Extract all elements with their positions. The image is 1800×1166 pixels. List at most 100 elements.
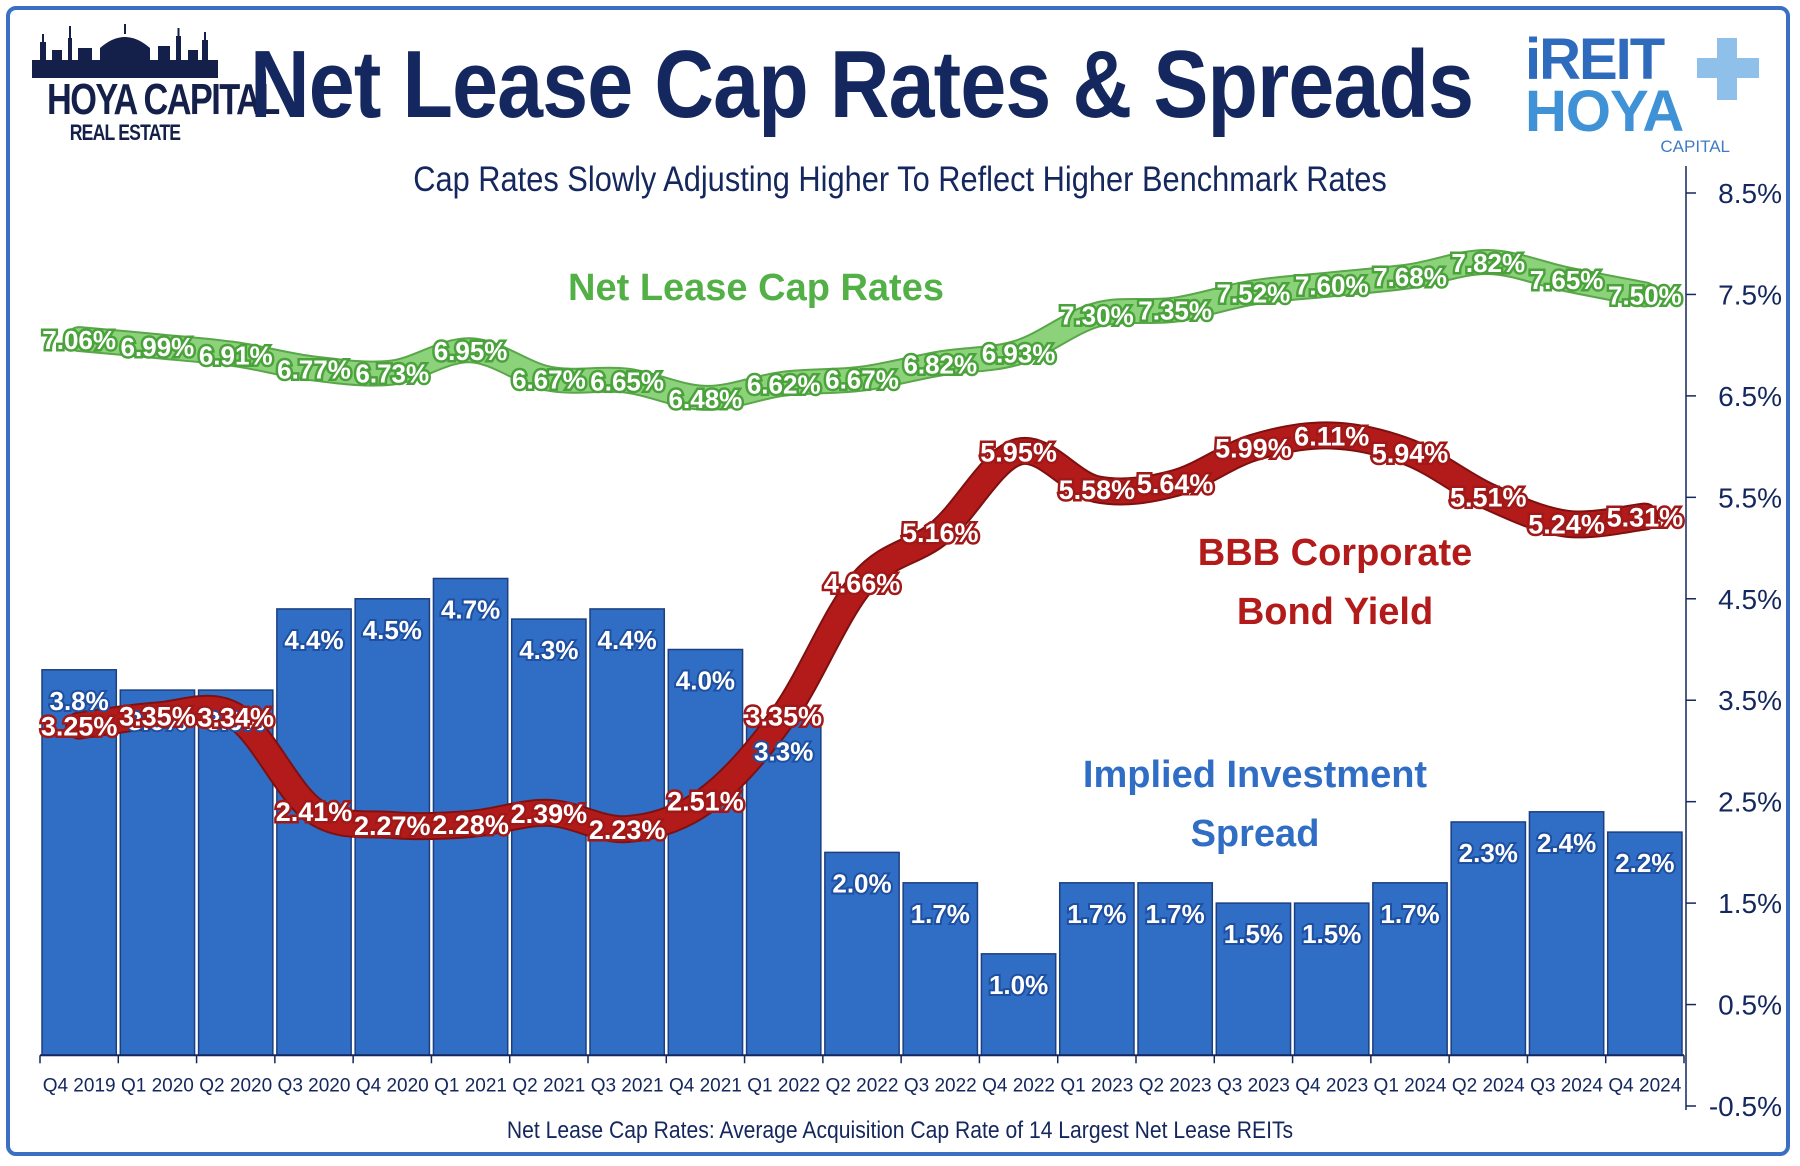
x-tick-label: Q1 2021 <box>434 1075 507 1096</box>
spread-bar <box>1450 821 1527 1057</box>
spread-bar <box>824 851 900 1057</box>
cap-rate-label: 6.99% <box>121 332 195 362</box>
bond-yield-annotation-line1: BBB Corporate <box>1198 532 1472 574</box>
bond-yield-label: 5.51% <box>1450 482 1527 512</box>
spread-bar-label: 2.4% <box>1537 828 1596 858</box>
spread-bar <box>1058 882 1135 1057</box>
cap-rate-label: 6.91% <box>199 340 273 370</box>
bond-yield-label: 3.34% <box>197 702 274 732</box>
spread-bar-label: 3.6% <box>206 706 265 736</box>
cap-rate-label: 6.77% <box>277 354 351 384</box>
spread-bar <box>1372 882 1448 1057</box>
cap-rate-label: 7.68% <box>1373 262 1447 292</box>
cap-rate-label: 6.48% <box>669 384 743 414</box>
skyline-icon <box>32 24 218 78</box>
spread-bar-label: 3.8% <box>50 686 109 716</box>
spread-bar-label: 2.3% <box>1459 838 1518 868</box>
y-tick-label: 2.5% <box>1718 787 1782 818</box>
bond-yield-label: 2.27% <box>354 811 431 841</box>
right-logo-line1: iREIT <box>1525 27 1665 92</box>
cap-rate-annotation: Net Lease Cap Rates <box>568 267 944 309</box>
spread-bar-label: 1.7% <box>911 899 970 929</box>
y-tick-label: 6.5% <box>1718 381 1782 412</box>
bond-yield-label: 5.99% <box>1215 434 1292 464</box>
right-logo-line2: HOYA <box>1525 79 1684 144</box>
bond-yield-label: 3.35% <box>745 701 822 731</box>
x-tick-label: Q4 2022 <box>982 1075 1055 1096</box>
spread-bar-label: 1.0% <box>989 970 1048 1000</box>
spread-bar-label: 1.5% <box>1224 919 1283 949</box>
page-title: Net Lease Cap Rates & Spreads <box>250 31 1474 138</box>
x-tick-label: Q2 2020 <box>199 1075 272 1096</box>
x-tick-label: Q3 2021 <box>591 1075 664 1096</box>
bond-yield-label: 5.58% <box>1059 475 1136 505</box>
y-tick-label: 4.5% <box>1718 584 1782 615</box>
spread-bar <box>980 953 1057 1057</box>
cap-rate-label: 7.35% <box>1138 296 1212 326</box>
bond-yield-label: 2.41% <box>276 797 353 827</box>
x-tick-label: Q1 2022 <box>747 1075 820 1096</box>
spread-bar <box>1215 902 1292 1057</box>
bond-yield-label: 2.28% <box>432 810 509 840</box>
cap-rate-label: 6.62% <box>747 370 821 400</box>
cross-icon <box>1697 38 1759 100</box>
bond-yield-label: 5.16% <box>902 518 979 548</box>
spread-bar-label: 4.4% <box>598 625 657 655</box>
spread-bar <box>1528 811 1605 1057</box>
spread-bar <box>745 719 822 1057</box>
spread-bar-label: 2.0% <box>832 868 891 898</box>
cap-rate-label: 7.65% <box>1530 265 1604 295</box>
spread-bar <box>667 648 744 1057</box>
spread-bar-label: 2.2% <box>1615 848 1674 878</box>
spread-bar-label: 1.7% <box>1380 899 1439 929</box>
ireit-hoya-logo: iREIT HOYA CAPITAL <box>1525 27 1770 156</box>
x-tick-label: Q4 2024 <box>1608 1075 1681 1096</box>
x-tick-label: Q3 2023 <box>1217 1075 1290 1096</box>
spread-bar <box>902 882 979 1057</box>
spread-bar-label: 3.3% <box>754 737 813 767</box>
x-tick-label: Q3 2020 <box>278 1075 351 1096</box>
y-tick-label: 3.5% <box>1718 685 1782 716</box>
x-tick-label: Q3 2022 <box>904 1075 977 1096</box>
chart-subtitle: Cap Rates Slowly Adjusting Higher To Ref… <box>413 160 1387 199</box>
spread-bar-label: 4.0% <box>676 666 735 696</box>
bond-yield-label: 5.94% <box>1372 439 1449 469</box>
spread-bar <box>510 618 587 1057</box>
x-tick-label: Q3 2024 <box>1530 1075 1603 1096</box>
cap-rate-label: 7.52% <box>1217 278 1291 308</box>
y-tick-label: 8.5% <box>1718 178 1782 209</box>
bond-yield-label: 3.35% <box>119 701 196 731</box>
spread-bar <box>119 689 196 1057</box>
bond-yield-annotation-line2: Bond Yield <box>1237 591 1433 633</box>
spread-bar-label: 1.5% <box>1302 919 1361 949</box>
spread-annotation-line1: Implied Investment <box>1083 754 1428 796</box>
spread-bar-label: 4.4% <box>284 625 343 655</box>
x-tick-label: Q2 2022 <box>826 1075 899 1096</box>
cap-rate-label: 6.73% <box>355 359 429 389</box>
right-logo-line3: CAPITAL <box>1660 137 1730 156</box>
cap-rate-label: 7.30% <box>1060 301 1134 331</box>
cap-rate-label: 7.82% <box>1451 248 1525 278</box>
x-tick-label: Q4 2023 <box>1295 1075 1368 1096</box>
y-tick-label: 7.5% <box>1718 279 1782 310</box>
spread-bar-label: 1.7% <box>1146 899 1205 929</box>
y-tick-label: 1.5% <box>1718 888 1782 919</box>
bond-yield-line <box>67 423 1657 842</box>
y-tick-label: -0.5% <box>1709 1091 1782 1122</box>
cap-rate-label: 6.67% <box>512 365 586 395</box>
cap-rate-label: 7.50% <box>1608 280 1682 310</box>
bond-yield-label: 5.31% <box>1607 503 1684 533</box>
x-tick-label: Q4 2019 <box>43 1075 116 1096</box>
cap-rate-line <box>68 250 1656 409</box>
bond-yield-label: 3.25% <box>41 712 118 742</box>
cap-rate-label: 7.60% <box>1295 270 1369 300</box>
cap-rate-label: 6.82% <box>903 349 977 379</box>
spread-bar-label: 3.6% <box>128 706 187 736</box>
spread-bar <box>1293 902 1370 1057</box>
x-tick-label: Q1 2024 <box>1374 1075 1447 1096</box>
x-tick-label: Q1 2023 <box>1060 1075 1133 1096</box>
bond-yield-label: 2.51% <box>667 787 744 817</box>
chart-footnote: Net Lease Cap Rates: Average Acquisition… <box>506 1117 1294 1144</box>
bond-yield-label: 5.24% <box>1528 510 1605 540</box>
